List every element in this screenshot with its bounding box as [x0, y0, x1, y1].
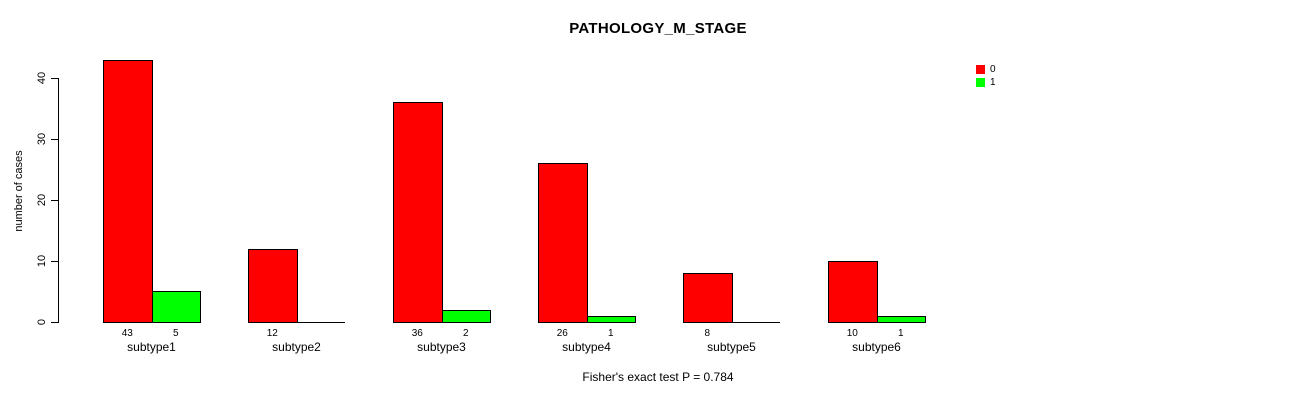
bar-value-label: 12: [266, 328, 278, 339]
y-tick: [51, 322, 58, 323]
bar-subtype1-group0: [103, 60, 153, 323]
bar-value-label: 5: [172, 328, 179, 339]
bar-subtype6-group0: [828, 261, 878, 323]
y-tick-label: 40: [36, 71, 48, 85]
legend-label: 0: [990, 63, 996, 75]
category-label: subtype2: [272, 340, 321, 354]
category-label: subtype1: [127, 340, 176, 354]
bar-subtype3-group0: [393, 102, 443, 323]
bar-value-label: 26: [556, 328, 568, 339]
y-tick: [51, 139, 58, 140]
bar-subtype4-group0: [538, 163, 588, 323]
legend-item-0: 0: [976, 63, 996, 76]
bar-subtype3-group1: [441, 310, 491, 323]
category-label: subtype3: [417, 340, 466, 354]
bar-subtype4-group1: [586, 316, 636, 323]
category-label: subtype5: [707, 340, 756, 354]
bar-value-label: 43: [121, 328, 133, 339]
stat-test-caption: Fisher's exact test P = 0.784: [582, 370, 734, 384]
chart-title: PATHOLOGY_M_STAGE: [569, 20, 747, 37]
y-tick: [51, 78, 58, 79]
legend-swatch-icon: [976, 65, 985, 74]
legend-label: 1: [990, 76, 996, 88]
bar-subtype1-group1: [151, 291, 201, 323]
bar-value-label: 2: [462, 328, 469, 339]
bar-value-label: 10: [846, 328, 858, 339]
bar-subtype5-group0: [683, 273, 733, 323]
y-axis-line: [58, 78, 59, 323]
bar-value-label: 1: [897, 328, 904, 339]
y-tick-label: 20: [36, 193, 48, 207]
bar-subtype6-group1: [876, 316, 926, 323]
bar-subtype2-group0: [248, 249, 298, 323]
category-label: subtype4: [562, 340, 611, 354]
legend-item-1: 1: [976, 76, 996, 89]
bar-value-label: 36: [411, 328, 423, 339]
y-tick-label: 30: [36, 132, 48, 146]
legend-swatch-icon: [976, 78, 985, 87]
category-label: subtype6: [852, 340, 901, 354]
y-tick: [51, 261, 58, 262]
y-tick-label: 10: [36, 254, 48, 268]
y-tick: [51, 200, 58, 201]
bar-value-label: 1: [607, 328, 614, 339]
y-tick-label: 0: [36, 318, 48, 326]
bar-value-label: 8: [704, 328, 711, 339]
